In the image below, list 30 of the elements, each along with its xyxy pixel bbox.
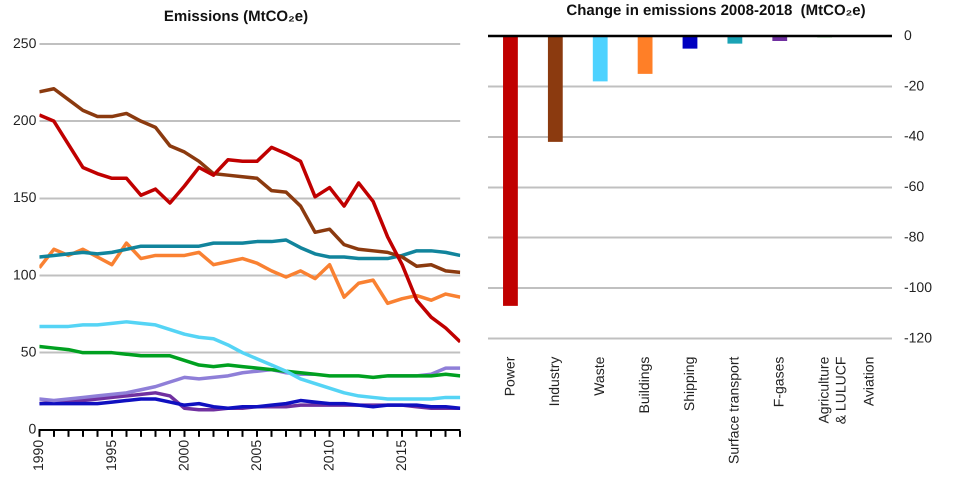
x-tick-label: Shipping	[680, 356, 697, 412]
y-tick-label: 100	[13, 266, 37, 282]
y-tick-label: -20	[904, 77, 924, 94]
y-tick-label: 0	[904, 26, 912, 43]
x-tick-label: Industry	[546, 356, 562, 406]
x-tick-label: Waste	[591, 356, 608, 396]
x-tick-label: 2000	[175, 440, 192, 472]
x-tick-label: F-gases	[770, 356, 787, 408]
y-tick-label: 0	[28, 420, 37, 437]
y-tick-label: -40	[904, 128, 924, 144]
y-tick-label: 250	[13, 34, 37, 51]
x-tick-label: 1990	[30, 440, 46, 472]
y-tick-label: -60	[904, 178, 924, 194]
x-tick-label: Agriculture & LULUCF	[816, 356, 848, 424]
y-tick-label: 200	[13, 112, 37, 128]
x-tick-label: 2015	[393, 440, 410, 472]
x-tick-label: 1995	[102, 440, 119, 472]
chart-title: Change in emissions 2008-2018 (MtCO₂e)	[566, 2, 866, 20]
chart-title: Emissions (MtCO₂e)	[164, 8, 308, 26]
y-tick-label: -120	[904, 329, 932, 346]
y-tick-label: -80	[904, 228, 924, 245]
x-tick-label: 2010	[320, 440, 336, 472]
x-tick-label: Aviation	[860, 356, 876, 406]
x-tick-label: Surface transport	[726, 356, 742, 464]
x-tick-label: Buildings	[636, 356, 652, 414]
x-tick-label: Power	[501, 356, 518, 396]
y-tick-label: 50	[20, 344, 37, 360]
y-tick-label: 150	[13, 189, 37, 206]
x-tick-label: 2005	[248, 440, 264, 472]
y-tick-label: -100	[904, 279, 932, 296]
